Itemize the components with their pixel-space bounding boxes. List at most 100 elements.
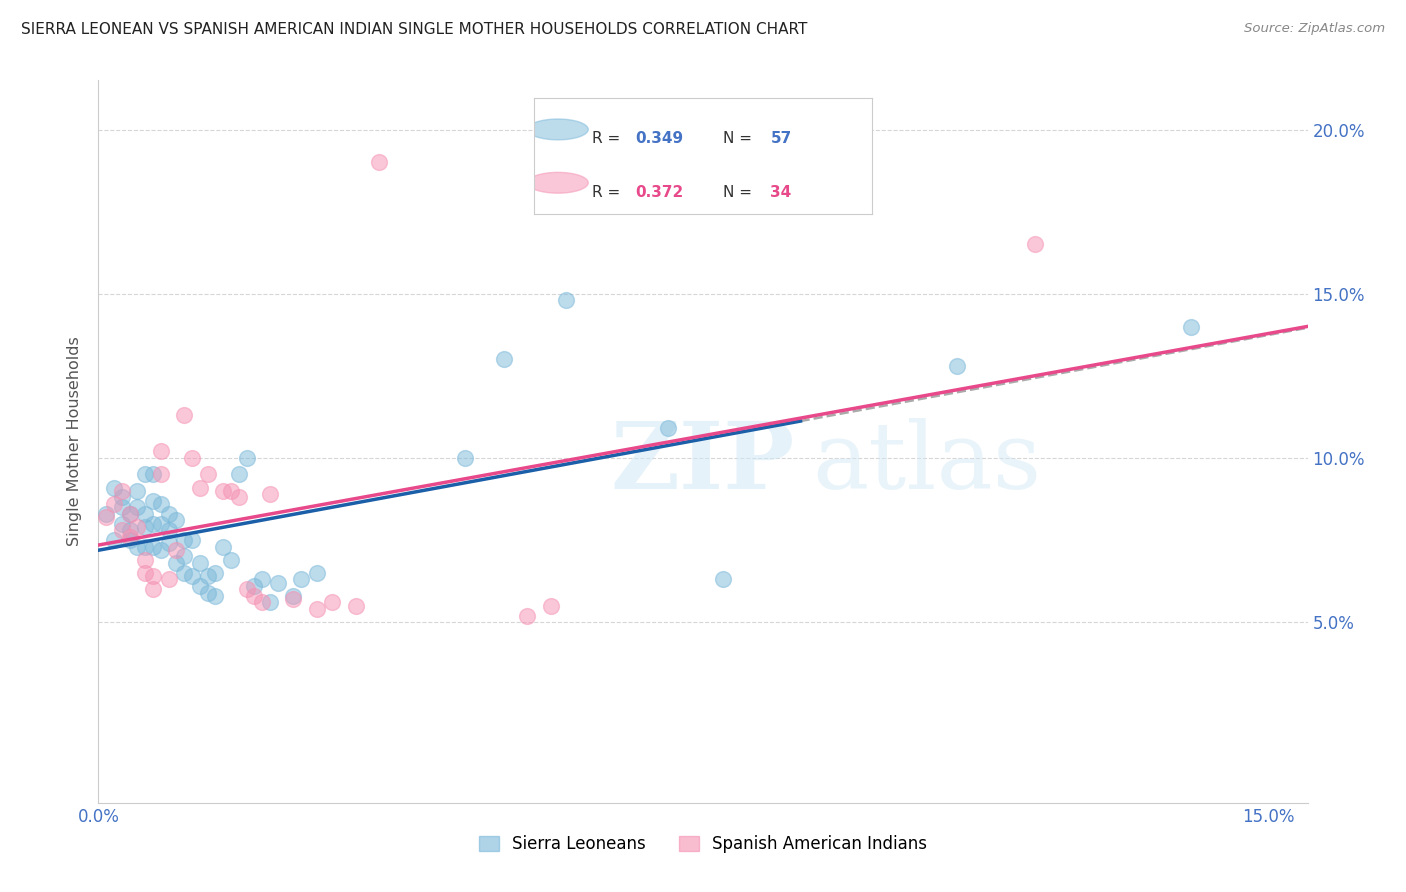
Point <box>252 573 274 587</box>
Point <box>127 500 149 515</box>
Point <box>103 497 125 511</box>
Point <box>149 467 172 482</box>
Point <box>228 467 250 482</box>
Point <box>197 585 219 599</box>
Point <box>134 566 156 580</box>
Point <box>142 569 165 583</box>
Point <box>103 481 125 495</box>
Point <box>540 599 562 613</box>
Point <box>290 573 312 587</box>
Point <box>149 497 172 511</box>
Point <box>149 444 172 458</box>
Point <box>494 352 516 367</box>
Point <box>134 507 156 521</box>
Circle shape <box>527 172 588 194</box>
Point <box>165 556 187 570</box>
Point <box>118 507 141 521</box>
Point <box>657 421 679 435</box>
Point <box>711 573 734 587</box>
Text: 0.372: 0.372 <box>636 185 683 200</box>
Point <box>219 483 242 498</box>
Point <box>181 450 204 465</box>
Point <box>188 556 211 570</box>
Point <box>173 566 195 580</box>
Point <box>181 569 204 583</box>
Text: ZIP: ZIP <box>610 418 796 508</box>
Point <box>219 553 242 567</box>
Text: atlas: atlas <box>813 418 1042 508</box>
Point <box>149 516 172 531</box>
Point <box>197 467 219 482</box>
Text: 34: 34 <box>770 185 792 200</box>
Point <box>157 523 180 537</box>
Point <box>1024 237 1046 252</box>
Point <box>165 542 187 557</box>
Point <box>142 467 165 482</box>
Point <box>134 553 156 567</box>
Point <box>516 608 538 623</box>
Point <box>96 507 118 521</box>
Point <box>259 595 281 609</box>
Point <box>96 510 118 524</box>
Point <box>157 573 180 587</box>
Point <box>173 549 195 564</box>
Point <box>212 540 235 554</box>
Point <box>103 533 125 547</box>
Point <box>111 523 134 537</box>
Point <box>344 599 367 613</box>
Point <box>228 491 250 505</box>
Point <box>165 513 187 527</box>
Point <box>142 540 165 554</box>
Point <box>127 483 149 498</box>
Point <box>235 582 257 597</box>
Point <box>305 566 328 580</box>
Text: R =: R = <box>592 131 624 146</box>
Point <box>188 579 211 593</box>
Point <box>127 520 149 534</box>
Point <box>111 483 134 498</box>
Point <box>283 589 305 603</box>
Point <box>142 516 165 531</box>
Point <box>243 579 266 593</box>
Point <box>157 536 180 550</box>
Point <box>321 595 343 609</box>
Legend: Sierra Leoneans, Spanish American Indians: Sierra Leoneans, Spanish American Indian… <box>472 828 934 860</box>
Point <box>212 483 235 498</box>
Y-axis label: Single Mother Households: Single Mother Households <box>67 336 83 547</box>
Point <box>204 566 226 580</box>
Text: R =: R = <box>592 185 624 200</box>
Point <box>454 450 477 465</box>
Text: Source: ZipAtlas.com: Source: ZipAtlas.com <box>1244 22 1385 36</box>
Point <box>252 595 274 609</box>
Point <box>188 481 211 495</box>
Text: SIERRA LEONEAN VS SPANISH AMERICAN INDIAN SINGLE MOTHER HOUSEHOLDS CORRELATION C: SIERRA LEONEAN VS SPANISH AMERICAN INDIA… <box>21 22 807 37</box>
Text: N =: N = <box>723 185 756 200</box>
Point <box>1180 319 1202 334</box>
Point <box>181 533 204 547</box>
Point <box>259 487 281 501</box>
Point <box>243 589 266 603</box>
Point <box>142 582 165 597</box>
Point <box>134 520 156 534</box>
Point <box>204 589 226 603</box>
Point <box>111 516 134 531</box>
Point <box>368 155 391 169</box>
Text: 57: 57 <box>770 131 792 146</box>
Point <box>142 493 165 508</box>
Point <box>134 540 156 554</box>
Point <box>173 409 195 423</box>
Point <box>283 592 305 607</box>
Point <box>111 491 134 505</box>
Point <box>267 575 290 590</box>
Text: 0.349: 0.349 <box>636 131 683 146</box>
Point <box>127 540 149 554</box>
Point <box>173 533 195 547</box>
Point <box>157 507 180 521</box>
Point <box>305 602 328 616</box>
Point <box>118 507 141 521</box>
Point <box>111 500 134 515</box>
Point <box>945 359 967 373</box>
Point <box>134 467 156 482</box>
Point <box>118 523 141 537</box>
Point <box>235 450 257 465</box>
